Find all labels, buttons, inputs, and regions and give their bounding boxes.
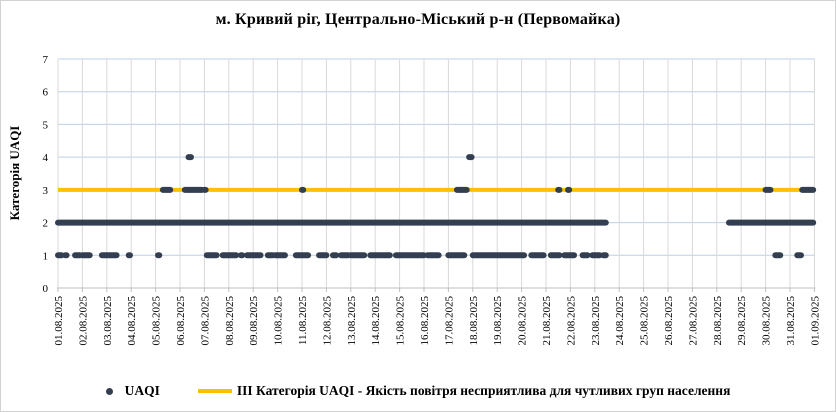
legend-item-threshold: ІІІ Категорія UAQI - Якість повітря несп… — [197, 383, 731, 399]
uaqi-dot-marker — [105, 387, 113, 395]
y-tick-label: 1 — [43, 250, 49, 262]
x-tick-label: 25.08.2025 — [639, 296, 651, 346]
x-tick-label: 16.08.2025 — [419, 296, 431, 346]
x-tick-label: 12.08.2025 — [321, 296, 333, 346]
y-tick-label: 6 — [43, 87, 49, 99]
legend-item-uaqi: UAQI — [105, 383, 160, 399]
y-tick-label: 2 — [43, 218, 49, 230]
y-tick-label: 7 — [43, 54, 49, 66]
legend-label-uaqi: UAQI — [124, 383, 160, 398]
legend-label-threshold: ІІІ Категорія UAQI - Якість повітря несп… — [236, 383, 731, 398]
legend: UAQI ІІІ Категорія UAQI - Якість повітря… — [1, 380, 835, 402]
y-tick-label: 3 — [43, 185, 49, 197]
x-tick-label: 27.08.2025 — [687, 296, 699, 346]
x-tick-label: 22.08.2025 — [565, 296, 577, 346]
x-tick-label: 02.08.2025 — [77, 296, 89, 346]
y-tick-label: 4 — [43, 152, 49, 164]
x-tick-label: 31.08.2025 — [785, 296, 797, 346]
x-tick-label: 11.08.2025 — [297, 296, 309, 346]
x-tick-label: 13.08.2025 — [346, 296, 358, 346]
x-tick-label: 15.08.2025 — [395, 296, 407, 346]
x-tick-label: 01.08.2025 — [53, 296, 65, 346]
threshold-line-marker — [197, 389, 232, 393]
x-tick-label: 07.08.2025 — [199, 296, 211, 346]
x-tick-label: 21.08.2025 — [541, 296, 553, 346]
chart-title: м. Кривий ріг, Центрально-Міський р-н (П… — [215, 11, 621, 28]
x-tick-label: 06.08.2025 — [175, 296, 187, 346]
x-tick-label: 10.08.2025 — [273, 296, 285, 346]
x-tick-label: 08.08.2025 — [224, 296, 236, 346]
x-tick-label: 17.08.2025 — [443, 296, 455, 346]
x-tick-label: 04.08.2025 — [126, 296, 138, 346]
x-tick-label: 28.08.2025 — [712, 296, 724, 346]
x-tick-label: 09.08.2025 — [248, 296, 260, 346]
x-tick-label: 24.08.2025 — [614, 296, 626, 346]
x-tick-label: 30.08.2025 — [761, 296, 773, 346]
x-tick-label: 14.08.2025 — [370, 296, 382, 346]
x-tick-label: 01.09.2025 — [809, 296, 821, 346]
x-tick-label: 18.08.2025 — [468, 296, 480, 346]
x-tick-label: 23.08.2025 — [590, 296, 602, 346]
x-tick-label: 20.08.2025 — [517, 296, 529, 346]
x-tick-label: 26.08.2025 — [663, 296, 675, 346]
y-tick-label: 5 — [43, 119, 49, 131]
x-tick-label: 29.08.2025 — [736, 296, 748, 346]
x-tick-label: 19.08.2025 — [492, 296, 504, 346]
x-tick-label: 03.08.2025 — [102, 296, 114, 346]
y-tick-label: 0 — [43, 283, 49, 295]
x-tick-label: 05.08.2025 — [151, 296, 163, 346]
